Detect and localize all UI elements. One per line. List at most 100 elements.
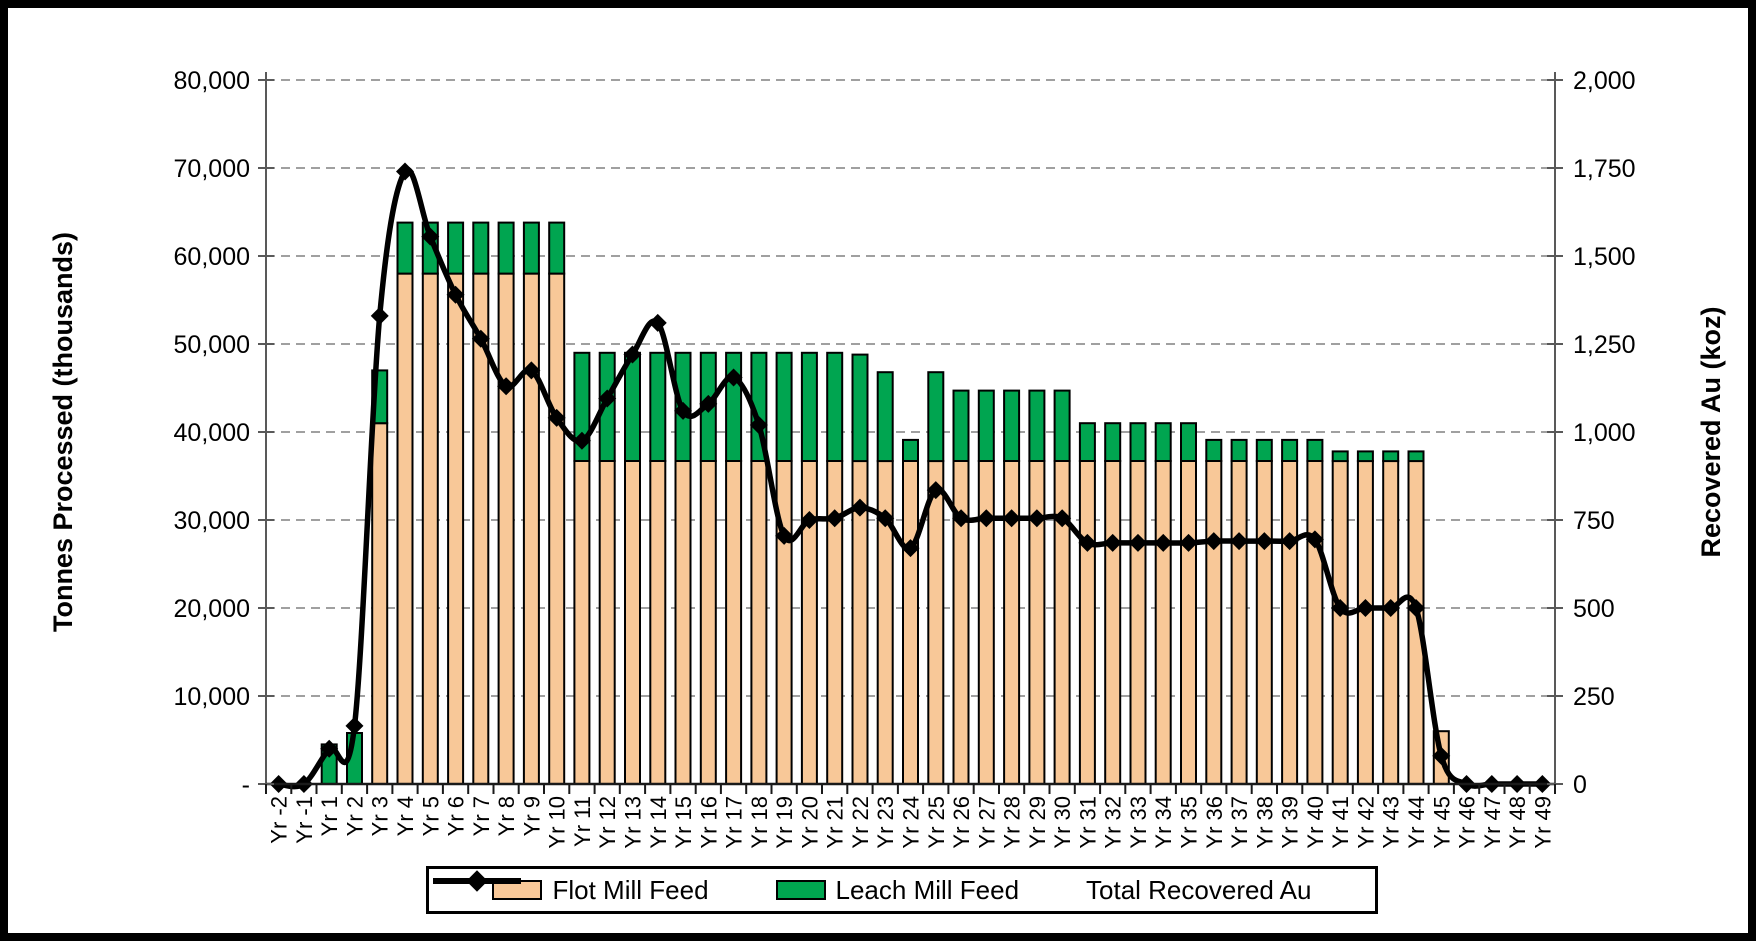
flot-bar (699, 460, 717, 785)
x-tick-label: Yr 38 (1252, 796, 1277, 849)
au-marker (1053, 509, 1072, 528)
flot-bar (674, 460, 692, 785)
leach-bar (977, 389, 995, 463)
axes-group (258, 72, 1563, 794)
leach-swatch (775, 880, 826, 900)
x-tick-label: Yr 26 (949, 796, 974, 849)
au-marker (598, 389, 617, 408)
flot-bar (1230, 460, 1248, 785)
au-marker (446, 285, 465, 304)
leach-bar (1407, 450, 1425, 463)
leach-bar (1230, 438, 1248, 462)
flot-bar (1154, 460, 1172, 785)
leach-bar (952, 389, 970, 463)
left-tick-label: 30,000 (174, 507, 250, 535)
au-marker (674, 401, 693, 420)
au-marker (800, 511, 819, 529)
flot-bar (371, 422, 389, 785)
legend-item-au: Total Recovered Au (433, 870, 1312, 906)
x-tick-label: Yr 46 (1455, 796, 1480, 849)
au-marker (724, 368, 743, 387)
x-tick-label: Yr 48 (1505, 796, 1530, 849)
x-tick-label: Yr 14 (646, 796, 671, 849)
flot-bar (1205, 460, 1223, 785)
au-marker (648, 313, 667, 332)
au-marker (901, 539, 920, 558)
leach-bar (1281, 438, 1299, 462)
left-axis-title: Tonnes Processed (thousands) (48, 232, 78, 632)
x-tick-label: Yr 35 (1177, 796, 1202, 849)
right-tick-label: 250 (1573, 683, 1615, 711)
au-marker (977, 509, 996, 528)
right-tick-label: 1,250 (1573, 331, 1636, 359)
leach-bar (1331, 450, 1349, 463)
x-tick-label: Yr 1 (317, 796, 342, 836)
leach-bar (1078, 422, 1096, 463)
au-marker (1280, 532, 1299, 551)
au-legend-label: Total Recovered Au (1086, 874, 1312, 905)
flot-bar (1382, 460, 1400, 785)
au-marker (1381, 599, 1400, 617)
axis-labels-group: 80,000 70,000 60,000 50,000 40,000 30,000 20,0… (174, 67, 1636, 849)
au-marker (825, 509, 844, 528)
x-tick-label: Yr 31 (1075, 796, 1100, 849)
x-tick-label: Yr 20 (797, 796, 822, 849)
au-marker (471, 329, 490, 348)
x-tick-label: Yr 43 (1379, 796, 1404, 849)
x-tick-label: Yr 29 (1025, 796, 1050, 849)
au-marker (775, 526, 794, 545)
x-tick-label: Yr 17 (722, 796, 747, 849)
au-marker (1154, 533, 1173, 552)
flot-bar (725, 460, 743, 785)
right-tick-label: 1,000 (1573, 419, 1636, 447)
leach-bar (1129, 422, 1147, 463)
x-tick-label: Yr 9 (519, 796, 544, 836)
x-tick-label: Yr 37 (1227, 796, 1252, 849)
au-line-group (269, 162, 1552, 793)
x-tick-label: Yr 27 (974, 796, 999, 849)
x-tick-label: Yr 32 (1101, 796, 1126, 849)
x-tick-label: Yr 6 (444, 796, 469, 836)
left-tick-label: 50,000 (174, 331, 250, 359)
au-marker (396, 162, 415, 181)
x-tick-label: Yr 5 (418, 796, 443, 836)
x-tick-label: Yr 21 (823, 796, 848, 849)
x-tick-label: Yr -2 (267, 796, 292, 844)
flot-bar (649, 460, 667, 785)
x-tick-label: Yr 2 (343, 796, 368, 836)
x-tick-label: Yr 15 (671, 796, 696, 849)
leach-bar (1154, 422, 1172, 463)
right-tick-label: 750 (1573, 507, 1615, 535)
flot-legend-label: Flot Mill Feed (552, 874, 709, 905)
leach-legend-label: Leach Mill Feed (835, 874, 1020, 905)
x-tick-label: Yr 12 (595, 796, 620, 849)
right-tick-label: 0 (1573, 771, 1587, 799)
x-tick-label: Yr 19 (772, 796, 797, 849)
bars-group (320, 221, 1450, 786)
x-tick-label: Yr 10 (545, 796, 570, 849)
au-marker (572, 431, 591, 450)
leach-bar (396, 221, 414, 275)
x-tick-label: Yr 33 (1126, 796, 1151, 849)
x-tick-label: Yr 39 (1278, 796, 1303, 849)
x-tick-label: Yr -1 (292, 796, 317, 844)
au-marker (497, 377, 516, 396)
leach-bar (876, 371, 894, 463)
leach-bar (1306, 438, 1324, 462)
x-tick-label: Yr 3 (368, 796, 393, 836)
x-tick-label: Yr 23 (873, 796, 898, 849)
flot-bar (1281, 460, 1299, 785)
x-tick-label: Yr 11 (570, 796, 595, 847)
legend-item-leach: Leach Mill Feed (775, 874, 1020, 906)
x-tick-label: Yr 22 (848, 796, 873, 849)
flot-bar (1129, 460, 1147, 785)
leach-bar (1356, 450, 1374, 463)
au-marker (1204, 532, 1223, 551)
legend-item-flot: Flot Mill Feed (492, 874, 709, 906)
x-tick-label: Yr 41 (1328, 796, 1353, 849)
left-tick-label: 70,000 (174, 155, 250, 183)
flot-bar (1331, 460, 1349, 785)
leach-bar (927, 371, 945, 463)
flot-bar (522, 272, 540, 785)
